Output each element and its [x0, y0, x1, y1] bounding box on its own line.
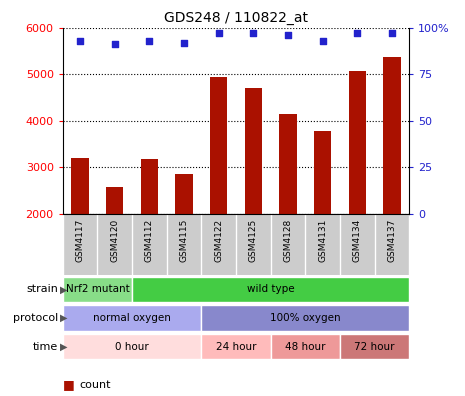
Bar: [63, 334, 201, 359]
Point: [353, 30, 361, 36]
Point: [284, 32, 292, 38]
Bar: [132, 277, 409, 302]
Bar: [210, 76, 227, 214]
Text: GSM4112: GSM4112: [145, 219, 154, 262]
Bar: [141, 159, 158, 214]
Text: 100% oxygen: 100% oxygen: [270, 313, 340, 323]
Bar: [271, 334, 340, 359]
Text: GSM4120: GSM4120: [110, 219, 119, 262]
Text: GSM4115: GSM4115: [179, 219, 188, 262]
Bar: [201, 305, 409, 331]
Text: ▶: ▶: [60, 284, 68, 295]
Bar: [175, 174, 193, 214]
Text: GSM4131: GSM4131: [318, 219, 327, 262]
Text: Nrf2 mutant: Nrf2 mutant: [66, 284, 129, 295]
Text: time: time: [33, 341, 58, 352]
Text: GSM4137: GSM4137: [387, 219, 396, 262]
Text: protocol: protocol: [13, 313, 58, 323]
Bar: [63, 305, 201, 331]
Text: GSM4134: GSM4134: [353, 219, 362, 262]
Text: 48 hour: 48 hour: [285, 341, 326, 352]
Text: GSM4125: GSM4125: [249, 219, 258, 262]
Text: wild type: wild type: [247, 284, 294, 295]
Text: 72 hour: 72 hour: [354, 341, 395, 352]
Bar: [63, 277, 132, 302]
Text: 0 hour: 0 hour: [115, 341, 149, 352]
Point: [319, 38, 326, 44]
Text: ▶: ▶: [60, 313, 68, 323]
Text: GSM4128: GSM4128: [284, 219, 292, 262]
Text: ■: ■: [63, 378, 74, 391]
Bar: [106, 187, 123, 214]
Text: GSM4122: GSM4122: [214, 219, 223, 262]
Point: [388, 30, 396, 36]
Text: ▶: ▶: [60, 341, 68, 352]
Title: GDS248 / 110822_at: GDS248 / 110822_at: [164, 11, 308, 25]
Point: [146, 38, 153, 44]
Point: [215, 30, 222, 36]
Text: normal oxygen: normal oxygen: [93, 313, 171, 323]
Bar: [383, 57, 400, 214]
Bar: [279, 114, 297, 214]
Text: count: count: [79, 379, 111, 390]
Point: [76, 38, 84, 44]
Point: [111, 41, 119, 48]
Text: 24 hour: 24 hour: [216, 341, 256, 352]
Bar: [245, 88, 262, 214]
Text: strain: strain: [26, 284, 58, 295]
Bar: [340, 334, 409, 359]
Point: [250, 30, 257, 36]
Text: GSM4117: GSM4117: [76, 219, 85, 262]
Bar: [72, 158, 89, 214]
Bar: [349, 71, 366, 214]
Bar: [314, 131, 331, 214]
Bar: [201, 334, 271, 359]
Point: [180, 40, 188, 46]
